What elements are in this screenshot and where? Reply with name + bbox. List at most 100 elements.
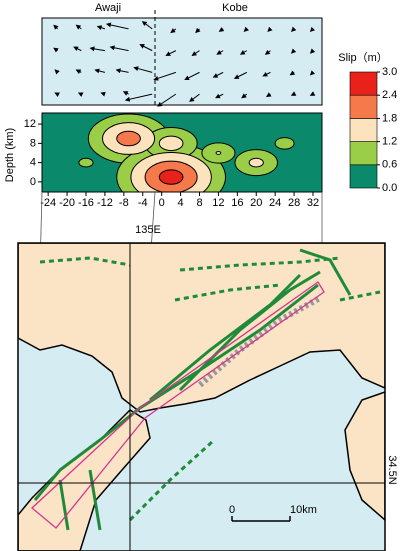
slip-vector	[184, 71, 200, 81]
slip-vector	[100, 91, 106, 97]
aftershocks	[198, 295, 322, 388]
slip-vector	[153, 71, 177, 81]
slip-vector	[266, 92, 272, 98]
land-osaka	[344, 391, 385, 521]
slip-vector	[243, 26, 249, 32]
x-tick-label: -20	[59, 197, 75, 209]
colorbar-title: Slip（m）	[338, 51, 388, 64]
x-tick-label: -24	[40, 197, 56, 209]
contour-plot	[42, 113, 322, 192]
slip-vector	[73, 46, 82, 52]
slip-vector	[189, 93, 200, 102]
slip-vector	[290, 91, 297, 96]
slip-vector	[157, 93, 177, 107]
slip-chart: Awaji Kobe-24 -20 -16 -12 -8 -4 0 4 8 12 16 20 24 28 32…	[4, 2, 397, 209]
slip-vector	[289, 70, 296, 76]
y-tick-label: 8	[30, 137, 36, 149]
y-axis-title: Depth (km)	[4, 128, 16, 182]
scale-label: 10km	[290, 504, 317, 516]
x-tick-label: -8	[119, 197, 129, 209]
panel-label: Awaji	[95, 2, 121, 14]
meridian-label: 135E	[135, 224, 161, 236]
slip-vector	[133, 66, 153, 73]
slip-vector	[94, 68, 106, 74]
x-tick-label: 8	[196, 197, 202, 209]
slip-vector	[264, 49, 271, 55]
fault-model	[31, 281, 325, 529]
slip-vector	[109, 45, 129, 52]
x-tick-label: 32	[307, 197, 319, 209]
slip-contour	[116, 130, 141, 147]
colorbar-band	[349, 164, 378, 189]
slip-contour	[78, 157, 94, 168]
x-tick-label: 24	[269, 197, 281, 209]
slip-vector	[54, 69, 60, 75]
colorbar-label: 3.0	[382, 66, 397, 78]
x-tick-label: 12	[212, 197, 224, 209]
slip-vector	[241, 93, 248, 99]
slip-vector	[290, 26, 297, 32]
slip-vector	[233, 71, 248, 79]
colorbar-band	[349, 94, 378, 119]
scale-label: 0	[229, 504, 235, 516]
slip-vector	[105, 22, 129, 30]
slip-vector	[309, 70, 316, 76]
slip-vector	[267, 26, 273, 32]
x-tick-label: -4	[138, 197, 148, 209]
slip-vector	[215, 93, 224, 99]
slip-vector	[89, 46, 105, 52]
slip-vector	[115, 68, 129, 74]
x-tick-label: 28	[288, 197, 300, 209]
slip-vector	[216, 50, 224, 55]
slip-vector	[170, 28, 177, 34]
map-frame	[17, 242, 386, 551]
slip-vector	[239, 50, 248, 55]
slip-vector	[212, 71, 224, 78]
vector-panel	[41, 17, 323, 106]
slip-vector	[96, 25, 106, 31]
colorbar-label: 0.0	[382, 182, 397, 194]
slip-contour	[215, 151, 222, 155]
scale-bar: 0 10km	[229, 504, 317, 522]
x-tick-label: 0	[159, 197, 165, 209]
slip-vector	[309, 91, 316, 96]
colorbar-label: 2.4	[382, 89, 397, 101]
x-tick-label: 16	[231, 197, 243, 209]
panel-label: Kobe	[222, 2, 248, 14]
colorbar-band	[349, 118, 378, 142]
slip-vector	[139, 44, 153, 52]
slip-vector	[122, 91, 129, 96]
slip-vector	[262, 71, 271, 77]
slip-vector	[191, 50, 200, 56]
x-tick-label: 4	[178, 197, 184, 209]
slip-vector	[53, 24, 59, 30]
slip-vector	[124, 93, 153, 102]
slip-contour	[274, 137, 295, 150]
y-tick-label: 0	[30, 176, 36, 188]
colorbar-band	[349, 141, 378, 166]
parallel-label: 34.5N	[386, 455, 398, 484]
colorbar-label: 1.2	[382, 136, 397, 148]
slip-vector	[218, 26, 225, 32]
colorbar-label: 1.8	[382, 112, 397, 124]
x-tick-label: 20	[250, 197, 262, 209]
land-awaji	[18, 409, 151, 551]
contour-frame	[41, 112, 323, 193]
colorbar-label: 0.6	[382, 159, 397, 171]
slip-vector	[165, 50, 177, 56]
slip-vector	[141, 21, 153, 30]
colorbar-band	[349, 71, 378, 96]
slip-contour	[158, 169, 184, 185]
slip-vector	[77, 92, 84, 97]
y-tick-label: 4	[30, 157, 36, 169]
x-tick-label: -12	[97, 197, 113, 209]
x-tick-label: -16	[78, 197, 94, 209]
slip-vector	[290, 48, 297, 54]
map	[18, 243, 385, 551]
slip-contour	[158, 135, 184, 152]
slip-vector	[195, 27, 201, 34]
slip-vector	[75, 69, 82, 74]
slip-vector	[75, 24, 82, 30]
slip-contour	[248, 157, 264, 168]
